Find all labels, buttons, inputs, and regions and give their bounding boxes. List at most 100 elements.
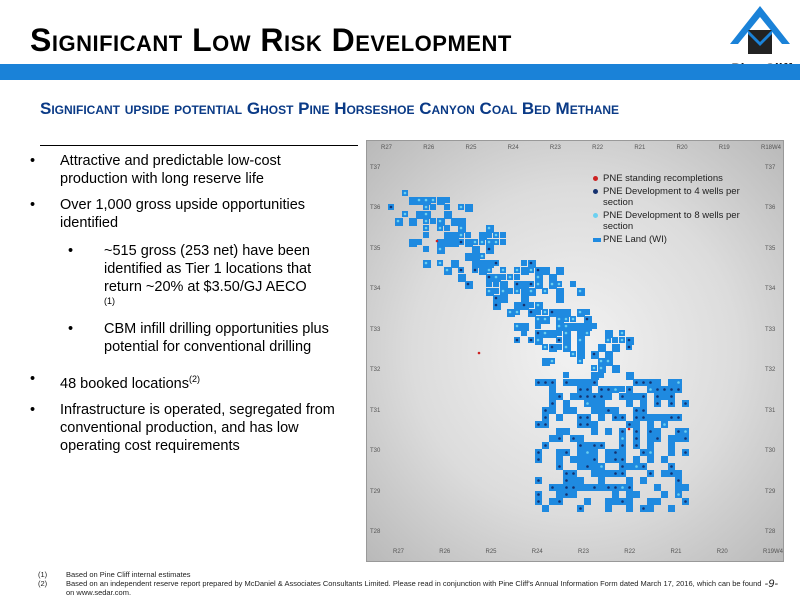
map-grid-label: T36 bbox=[765, 205, 776, 212]
well-location-marker bbox=[389, 205, 393, 209]
land-parcel bbox=[675, 484, 682, 491]
well-location-marker bbox=[670, 472, 673, 475]
legend-marker-dev4 bbox=[593, 189, 598, 194]
legend-label: PNE Land (WI) bbox=[603, 234, 667, 245]
land-parcel bbox=[486, 260, 494, 268]
well-location-marker bbox=[586, 465, 589, 468]
well-location-marker bbox=[677, 479, 680, 482]
land-parcel bbox=[668, 449, 675, 456]
well-location-marker bbox=[537, 423, 540, 426]
well-location-marker bbox=[508, 275, 512, 279]
land-parcel bbox=[626, 463, 633, 470]
well-location-marker bbox=[621, 458, 624, 461]
well-location-marker bbox=[642, 507, 645, 510]
map-grid-label: R18W4 bbox=[761, 145, 782, 151]
land-parcel bbox=[409, 197, 417, 205]
well-location-marker bbox=[557, 324, 561, 328]
land-parcel bbox=[479, 267, 487, 275]
land-parcel bbox=[605, 330, 613, 338]
legend-marker-dev8 bbox=[593, 213, 598, 218]
land-parcel bbox=[409, 218, 417, 226]
land-parcel bbox=[542, 267, 550, 275]
land-parcel bbox=[493, 274, 501, 282]
land-parcel bbox=[563, 344, 571, 352]
footnote-ref: (2) bbox=[189, 374, 200, 384]
well-location-marker bbox=[614, 486, 617, 489]
well-location-marker bbox=[670, 465, 673, 468]
well-location-marker bbox=[487, 247, 491, 251]
land-parcel bbox=[647, 435, 654, 442]
map-grid-label: T28 bbox=[765, 529, 776, 535]
well-location-marker bbox=[593, 458, 596, 461]
well-location-marker bbox=[537, 493, 540, 496]
well-location-marker bbox=[473, 240, 477, 244]
land-parcel bbox=[612, 491, 619, 498]
well-location-marker bbox=[536, 282, 540, 286]
well-location-marker bbox=[578, 310, 582, 314]
land-parcel bbox=[647, 505, 654, 512]
land-parcel bbox=[528, 309, 536, 317]
land-parcel bbox=[584, 484, 591, 491]
land-parcel bbox=[570, 491, 577, 498]
well-location-marker bbox=[635, 444, 638, 447]
well-location-marker bbox=[599, 359, 603, 363]
well-location-marker bbox=[635, 437, 638, 440]
land-parcel bbox=[563, 337, 571, 345]
land-parcel bbox=[535, 337, 543, 345]
well-location-marker bbox=[565, 472, 568, 475]
land-parcel bbox=[465, 239, 473, 247]
well-location-marker bbox=[480, 240, 484, 244]
well-location-marker bbox=[627, 345, 631, 349]
legend-marker-recompletions bbox=[593, 176, 598, 181]
well-location-marker bbox=[487, 275, 491, 279]
land-parcel bbox=[577, 344, 583, 350]
well-location-marker bbox=[578, 359, 582, 363]
map-grid-label: T32 bbox=[370, 367, 381, 374]
well-location-marker bbox=[487, 289, 491, 293]
slide-subtitle: Significant upside potential Ghost Pine … bbox=[40, 99, 620, 118]
land-parcel bbox=[577, 288, 585, 296]
land-parcel bbox=[584, 323, 592, 331]
land-parcel bbox=[626, 491, 633, 498]
land-parcel bbox=[605, 393, 612, 400]
land-parcel bbox=[549, 309, 557, 317]
land-parcel bbox=[430, 218, 436, 224]
well-location-marker bbox=[403, 191, 407, 195]
legend-item-land: PNE Land (WI) bbox=[593, 234, 753, 245]
well-location-marker bbox=[424, 212, 428, 216]
well-location-marker bbox=[466, 282, 470, 286]
map-grid-label: R25 bbox=[465, 145, 477, 151]
map-grid-label: R21 bbox=[634, 145, 646, 151]
well-location-marker bbox=[614, 416, 617, 419]
well-location-marker bbox=[557, 338, 561, 342]
well-location-marker bbox=[593, 444, 596, 447]
land-parcel bbox=[500, 274, 506, 280]
well-location-marker bbox=[677, 493, 680, 496]
map-grid-label: R20 bbox=[676, 145, 688, 151]
bullet-item: Infrastructure is operated, segregated f… bbox=[28, 401, 348, 455]
land-parcel bbox=[556, 295, 564, 303]
land-parcel bbox=[668, 442, 675, 449]
well-location-marker bbox=[536, 331, 540, 335]
land-parcel bbox=[605, 498, 612, 505]
land-parcel bbox=[556, 309, 564, 317]
land-parcel bbox=[563, 330, 571, 338]
well-location-marker bbox=[579, 423, 582, 426]
well-location-marker bbox=[536, 268, 540, 272]
well-location-marker bbox=[677, 381, 680, 384]
land-parcel bbox=[584, 316, 592, 324]
land-parcel bbox=[598, 407, 605, 414]
well-location-marker bbox=[621, 486, 624, 489]
land-parcel bbox=[486, 281, 492, 287]
land-parcel bbox=[605, 449, 612, 456]
well-location-marker bbox=[459, 205, 463, 209]
well-location-marker bbox=[537, 479, 540, 482]
well-location-marker bbox=[586, 402, 589, 405]
well-location-marker bbox=[494, 275, 498, 279]
well-location-marker bbox=[438, 219, 442, 223]
map-grid-label: R25 bbox=[485, 549, 497, 555]
land-parcel bbox=[486, 288, 494, 296]
well-location-marker bbox=[515, 310, 519, 314]
land-map-svg bbox=[388, 190, 689, 512]
well-location-marker bbox=[494, 240, 498, 244]
